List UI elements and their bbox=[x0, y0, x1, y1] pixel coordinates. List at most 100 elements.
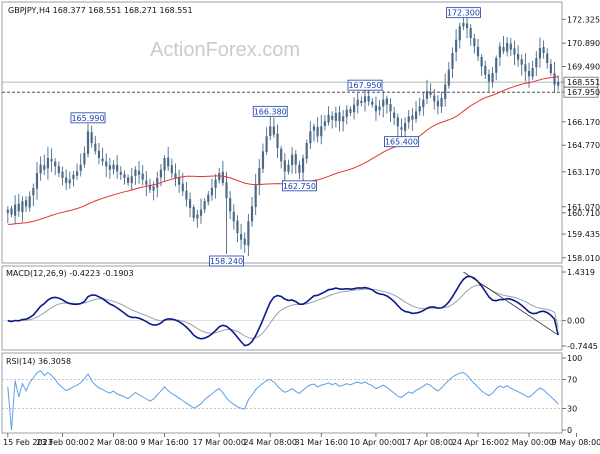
candle-body bbox=[39, 164, 42, 174]
price-annotation-label: 167.950 bbox=[348, 81, 381, 90]
candle-body bbox=[542, 47, 545, 53]
y-tick-label: 169.490 bbox=[567, 63, 600, 72]
candle-body bbox=[79, 164, 82, 171]
price-annotation-label: 172.300 bbox=[447, 9, 480, 18]
candle-body bbox=[159, 169, 162, 178]
candle-body bbox=[134, 169, 137, 176]
price-annotation-box bbox=[252, 105, 288, 117]
candle-body bbox=[371, 101, 374, 105]
candle-body bbox=[229, 198, 232, 212]
candle-body bbox=[61, 171, 64, 178]
candle-body bbox=[123, 174, 126, 178]
candle-body bbox=[218, 173, 221, 181]
candle-body bbox=[196, 214, 199, 219]
candle-body bbox=[320, 126, 323, 137]
candle-body bbox=[301, 158, 305, 173]
price-annotation-box bbox=[446, 7, 481, 19]
candle-body bbox=[316, 126, 319, 137]
candle-body bbox=[546, 53, 549, 63]
rsi-y-tick-label: 30 bbox=[567, 404, 577, 413]
candle-body bbox=[506, 43, 509, 52]
candle-body bbox=[374, 105, 378, 112]
candle-body bbox=[46, 158, 50, 169]
candle-body bbox=[280, 148, 283, 162]
x-tick-label: 31 Mar 16:00 bbox=[295, 438, 348, 447]
candle-body bbox=[90, 132, 93, 143]
candle-body bbox=[287, 164, 290, 172]
candle-body bbox=[265, 136, 268, 152]
candle-body bbox=[207, 194, 210, 202]
candle-body bbox=[305, 143, 308, 159]
candle-body bbox=[382, 99, 385, 107]
candle-body bbox=[192, 207, 195, 218]
candle-body bbox=[356, 99, 359, 106]
candle-body bbox=[116, 164, 119, 172]
candle-body bbox=[145, 180, 148, 185]
candle-body bbox=[239, 234, 243, 240]
candle-body bbox=[553, 73, 556, 85]
y-tick-label: 164.770 bbox=[567, 141, 600, 150]
candle-body bbox=[86, 131, 90, 154]
candle-body bbox=[334, 113, 337, 121]
candle-body bbox=[17, 203, 20, 212]
main-panel-frame bbox=[1, 1, 563, 264]
y-tick-label: 159.435 bbox=[567, 230, 600, 239]
candle-body bbox=[163, 158, 166, 171]
candle-body bbox=[389, 104, 392, 112]
rsi-y-tick-label: 100 bbox=[567, 354, 582, 363]
candle-body bbox=[148, 185, 152, 190]
x-tick-label: 10 Apr 00:00 bbox=[350, 438, 402, 447]
x-tick-label: 23 Feb 00:00 bbox=[36, 438, 88, 447]
rsi-line bbox=[7, 370, 559, 431]
candle-body bbox=[127, 177, 130, 183]
y-tick-label: 167.950 bbox=[567, 88, 600, 97]
y-tick-label: 168.551 bbox=[567, 78, 600, 87]
price-annotation-box bbox=[209, 255, 244, 267]
candle-body bbox=[531, 68, 534, 77]
rsi-plot bbox=[2, 370, 562, 431]
candle-body bbox=[520, 59, 523, 65]
candle-body bbox=[75, 171, 79, 176]
candle-body bbox=[465, 23, 469, 28]
candle-body bbox=[35, 173, 39, 189]
candle-body bbox=[294, 154, 297, 165]
candle-body bbox=[167, 157, 170, 167]
candle-body bbox=[181, 183, 184, 192]
watermark: ActionForex.com bbox=[150, 39, 300, 61]
price-annotation-box bbox=[282, 180, 317, 192]
candle-body bbox=[327, 114, 330, 123]
candle-body bbox=[94, 143, 97, 152]
candle-body bbox=[484, 65, 487, 75]
candle-body bbox=[272, 126, 275, 135]
candle-body bbox=[418, 106, 421, 112]
candle-body bbox=[50, 159, 53, 162]
candle-body bbox=[236, 220, 239, 233]
candle-body bbox=[538, 48, 542, 59]
candle-body bbox=[21, 201, 24, 213]
candle-body bbox=[10, 208, 13, 215]
price-annotation-box bbox=[70, 112, 106, 124]
x-tick-label: 17 Apr 08:00 bbox=[401, 438, 453, 447]
candle-body bbox=[404, 123, 407, 131]
candle-body bbox=[495, 58, 498, 73]
rsi-panel-frame bbox=[1, 352, 563, 434]
candle-body bbox=[225, 182, 228, 198]
candle-body bbox=[407, 116, 410, 123]
candle-body bbox=[535, 58, 538, 68]
x-tick-label: 9 Mar 16:00 bbox=[140, 438, 188, 447]
x-tick-label: 2 Mar 08:00 bbox=[89, 438, 137, 447]
candle-body bbox=[276, 133, 279, 148]
candle-body bbox=[68, 179, 71, 184]
candle-body bbox=[473, 38, 476, 47]
macd-y-tick-label: -0.7445 bbox=[567, 342, 598, 351]
x-tick-label: 17 Mar 00:00 bbox=[193, 438, 246, 447]
candle-body bbox=[338, 112, 341, 122]
macd-plot bbox=[2, 271, 562, 347]
x-tick-label: 24 Mar 08:00 bbox=[244, 438, 297, 447]
candle-body bbox=[24, 200, 28, 207]
candle-body bbox=[232, 211, 235, 222]
macd-main-line bbox=[7, 275, 559, 347]
